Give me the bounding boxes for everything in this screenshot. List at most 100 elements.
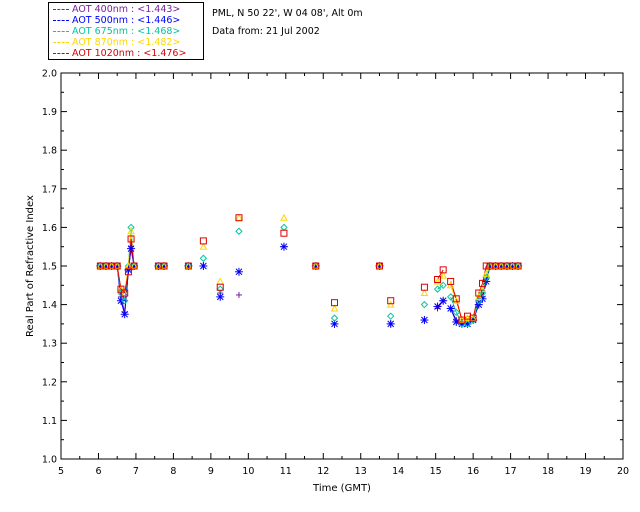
- y-tick-label: 1.0: [42, 455, 57, 466]
- data-point: [482, 269, 491, 277]
- y-tick-label: 2.0: [42, 69, 57, 80]
- data-point: [478, 285, 487, 293]
- y-tick-label: 1.8: [42, 146, 57, 157]
- data-point: [235, 214, 243, 222]
- series-line-segment: [116, 265, 122, 290]
- y-tick-label: 1.4: [42, 300, 57, 311]
- data-point: [280, 223, 288, 232]
- x-tick-label: 16: [467, 466, 479, 477]
- data-point: [280, 213, 288, 221]
- legend-label: AOT 870nm : <1.482>: [72, 37, 181, 48]
- data-point: [199, 254, 208, 262]
- data-point: [420, 316, 429, 325]
- data-point: [127, 235, 135, 243]
- data-point: [514, 262, 522, 270]
- data-point: [235, 227, 243, 235]
- x-tick-label: 5: [58, 466, 64, 477]
- location-text: PML, N 50 22', W 04 08', Alt 0m: [212, 8, 363, 19]
- data-point: [474, 300, 483, 309]
- data-point: [120, 310, 129, 319]
- data-point: [216, 285, 224, 293]
- series-line-segment: [130, 238, 135, 267]
- x-tick-label: 8: [170, 466, 176, 477]
- legend-entry: AOT 870nm : <1.482>: [53, 37, 180, 48]
- series-line-segment: [472, 292, 480, 319]
- x-tick-label: 20: [617, 466, 629, 477]
- data-point: [330, 319, 339, 328]
- data-point: [452, 308, 460, 317]
- data-point: [127, 223, 135, 232]
- data-point: [446, 293, 455, 301]
- data-point: [235, 291, 242, 298]
- y-tick-label: 1.9: [42, 107, 57, 118]
- data-point: [199, 262, 208, 270]
- legend-entry: AOT 400nm : <1.443>: [53, 4, 180, 15]
- x-tick-label: 17: [505, 466, 517, 477]
- series-line-segment: [455, 298, 463, 321]
- data-point: [439, 266, 447, 274]
- data-point: [433, 302, 442, 311]
- data-point: [475, 289, 483, 297]
- x-tick-label: 18: [542, 466, 554, 477]
- series-line-segment: [124, 271, 129, 294]
- data-point: [120, 297, 129, 305]
- data-point: [433, 277, 442, 285]
- y-tick-label: 1.7: [42, 184, 57, 195]
- data-point: [279, 242, 288, 251]
- data-point: [235, 213, 243, 221]
- x-tick-label: 7: [133, 466, 139, 477]
- y-tick-label: 1.3: [42, 339, 57, 350]
- data-point: [199, 242, 208, 250]
- y-tick-label: 1.5: [42, 262, 57, 273]
- y-axis-label: Real Part of Refractive Index: [25, 195, 36, 337]
- data-point: [127, 244, 136, 253]
- x-tick-label: 14: [392, 466, 404, 477]
- x-tick-label: 15: [430, 466, 442, 477]
- legend-line-swatch: [53, 31, 69, 32]
- data-point: [386, 300, 395, 308]
- series-line-segment: [437, 284, 444, 290]
- x-tick-label: 11: [280, 466, 292, 477]
- data-point: [116, 296, 125, 305]
- data-point: [434, 276, 442, 284]
- data-point: [184, 262, 192, 270]
- data-point: [216, 283, 224, 291]
- data-point: [234, 267, 243, 276]
- legend-line-swatch: [53, 42, 69, 43]
- data-point: [469, 314, 477, 322]
- x-tick-label: 13: [355, 466, 367, 477]
- legend-entry: AOT 675nm : <1.468>: [53, 26, 180, 37]
- data-point: [446, 304, 455, 313]
- data-point: [199, 237, 207, 245]
- data-point: [446, 281, 455, 289]
- x-tick-label: 9: [208, 466, 214, 477]
- legend-entry: AOT 1020nm : <1.476>: [53, 48, 186, 59]
- data-point: [386, 312, 395, 320]
- y-tick-label: 1.1: [42, 416, 57, 427]
- plot-frame: [60, 72, 624, 460]
- date-text: Data from: 21 Jul 2002: [212, 26, 320, 37]
- data-point: [458, 316, 466, 324]
- data-point: [386, 319, 395, 328]
- data-point: [420, 300, 429, 309]
- legend-label: AOT 500nm : <1.446>: [72, 15, 181, 26]
- y-tick-label: 1.6: [42, 223, 57, 234]
- data-point: [479, 279, 486, 287]
- data-point: [330, 304, 339, 312]
- legend-label: AOT 1020nm : <1.476>: [72, 48, 187, 59]
- data-point: [463, 314, 472, 322]
- data-point: [482, 262, 490, 270]
- series-line-segment: [437, 269, 444, 280]
- data-point: [330, 314, 339, 322]
- data-point: [312, 262, 320, 270]
- data-point: [160, 262, 168, 270]
- legend-label: AOT 400nm : <1.443>: [72, 4, 181, 15]
- data-point: [124, 268, 132, 276]
- data-point: [130, 262, 138, 270]
- data-point: [439, 296, 448, 305]
- data-point: [121, 289, 129, 297]
- data-point: [482, 277, 491, 286]
- data-point: [452, 295, 460, 303]
- data-point: [117, 285, 125, 293]
